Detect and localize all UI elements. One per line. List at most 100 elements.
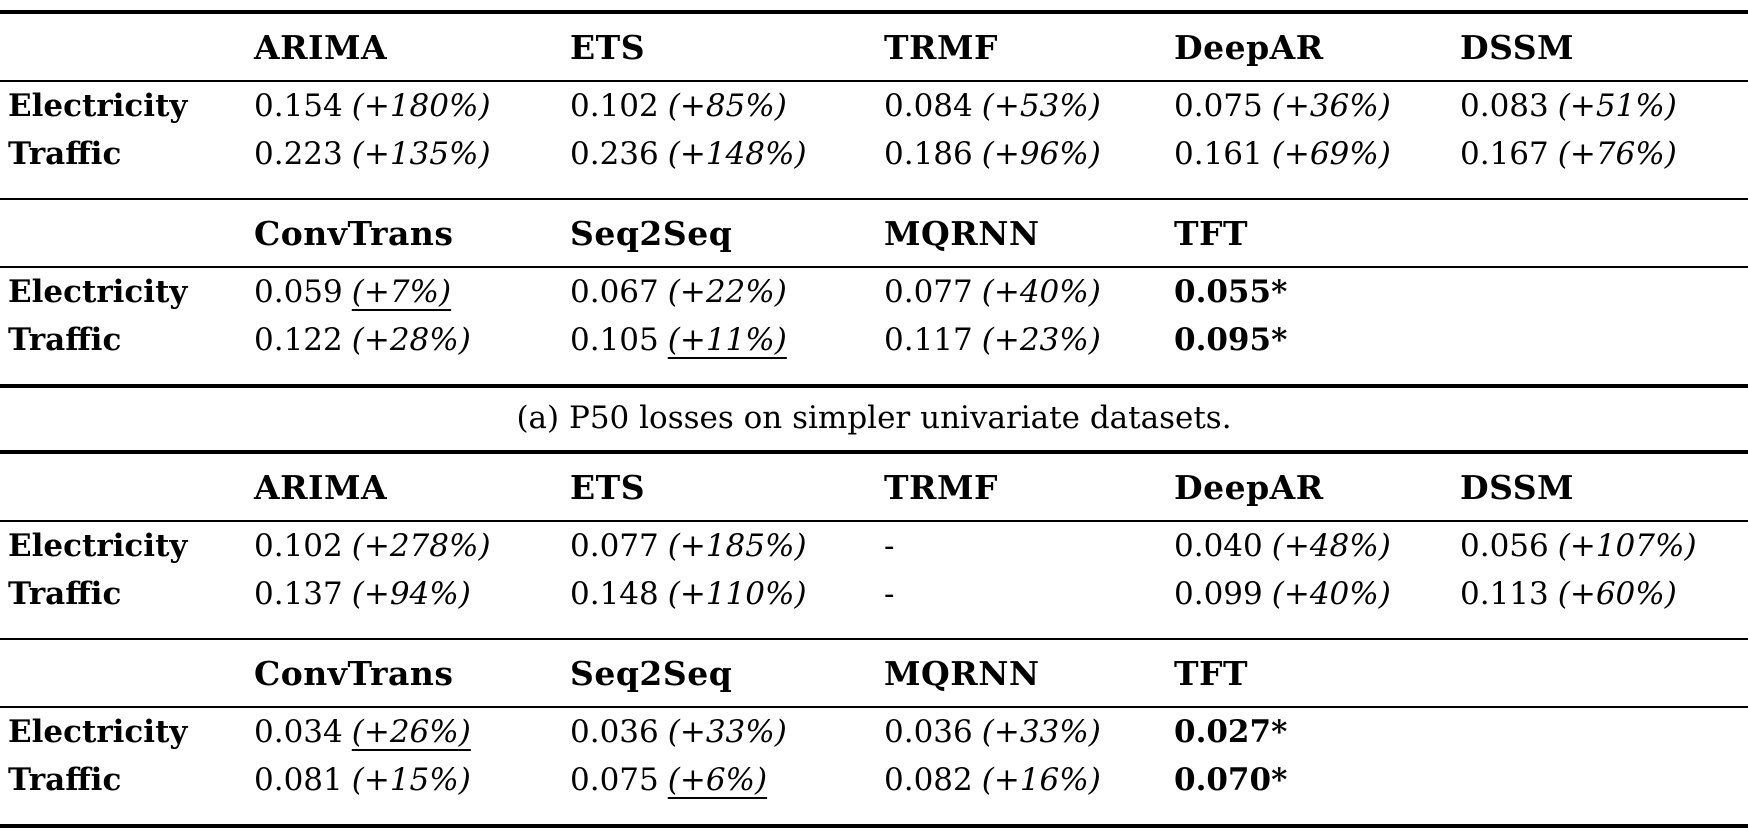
pct-increase-vs-best: (+16%) — [981, 762, 1101, 798]
p50-loss-value: 0.055* — [1174, 274, 1288, 310]
col-header-ets: ETS — [570, 12, 884, 82]
metric-cell — [1460, 316, 1748, 386]
pct-increase-vs-best: (+22%) — [667, 274, 787, 310]
metric-cell — [1460, 707, 1748, 756]
p50-loss-value: - — [884, 528, 895, 564]
col-header-arima: ARIMA — [254, 452, 570, 522]
data-row-electricity: Electricity 0.154 (+180%) 0.102 (+85%) 0.084(… — [0, 81, 1748, 130]
p50-loss-value: 0.137 — [254, 576, 343, 612]
pct-increase-vs-best: (+15%) — [351, 762, 471, 798]
p50-loss-value: 0.148 — [570, 576, 659, 612]
col-header-seq2seq: Seq2Seq — [570, 638, 884, 708]
metric-cell: 0.056 (+107%) — [1460, 521, 1748, 570]
metric-cell: 0.102 (+278%) — [254, 521, 570, 570]
p50-loss-value: 0.122 — [254, 322, 343, 358]
metric-cell — [1460, 267, 1748, 316]
col-header-empty — [0, 198, 254, 268]
metric-cell: 0.036 (+33%) — [884, 707, 1174, 756]
p50-loss-value: - — [884, 576, 895, 612]
pct-increase-vs-best: (+51%) — [1557, 88, 1677, 124]
pct-increase-vs-best: (+278%) — [351, 528, 491, 564]
col-header-deepar: DeepAR — [1174, 12, 1460, 82]
col-header-empty — [0, 638, 254, 708]
pct-increase-vs-best: (+135%) — [351, 136, 491, 172]
pct-increase-vs-best: (+85%) — [667, 88, 787, 124]
col-header-seq2seq: Seq2Seq — [570, 198, 884, 268]
p50-loss-value: 0.077 — [884, 274, 973, 310]
metric-cell: 0.067 (+22%) — [570, 267, 884, 316]
metric-cell: 0.082 (+16%) — [884, 756, 1174, 826]
dataset-row-label: Electricity — [8, 274, 188, 310]
p50-loss-value: 0.102 — [570, 88, 659, 124]
metric-cell: 0.027* — [1174, 707, 1460, 756]
pct-increase-vs-best: (+53%) — [981, 88, 1101, 124]
p50-loss-value: 0.036 — [570, 714, 659, 750]
col-header-convtrans: ConvTrans — [254, 638, 570, 708]
p50-loss-value: 0.067 — [570, 274, 659, 310]
model-header-row: ConvTrans Seq2Seq MQRNN TFT — [0, 638, 1748, 708]
pct-increase-vs-best: (+36%) — [1271, 88, 1391, 124]
pct-increase-vs-best: (+148%) — [667, 136, 807, 172]
pct-increase-vs-best: (+185%) — [667, 528, 807, 564]
pct-increase-vs-best: (+11%) — [667, 322, 787, 358]
metric-cell: 0.117 (+23%) — [884, 316, 1174, 386]
p50-loss-value: 0.059 — [254, 274, 343, 310]
data-row-electricity: Electricity 0.034 (+26%) 0.036 (+33%) 0.036 (+… — [0, 707, 1748, 756]
pct-increase-vs-best: (+26%) — [351, 714, 471, 750]
model-header-row: ConvTrans Seq2Seq MQRNN TFT — [0, 198, 1748, 268]
p50-loss-value: 0.236 — [570, 136, 659, 172]
metric-cell: 0.236 (+148%) — [570, 130, 884, 199]
metric-cell: 0.081 (+15%) — [254, 756, 570, 826]
metric-cell: 0.034 (+26%) — [254, 707, 570, 756]
p50-loss-value: 0.167 — [1460, 136, 1549, 172]
col-header-empty — [0, 12, 254, 82]
metric-cell: 0.161 (+69%) — [1174, 130, 1460, 199]
dataset-row-label: Traffic — [8, 576, 122, 612]
col-header-mqrnn: MQRNN — [884, 198, 1174, 268]
metric-cell: 0.070* — [1174, 756, 1460, 826]
metric-cell: 0.102 (+85%) — [570, 81, 884, 130]
data-row-traffic: Traffic 0.223 (+135%) 0.236 (+148%) 0.186 (+96… — [0, 130, 1748, 199]
model-header-row: ARIMA ETS TRMF DeepAR DSSM — [0, 452, 1748, 522]
pct-increase-vs-best: (+23%) — [981, 322, 1101, 358]
table-p50-second: ARIMA ETS TRMF DeepAR DSSM Electricity 0.102 (+… — [0, 450, 1748, 828]
metric-cell: 0.075 (+6%) — [570, 756, 884, 826]
col-header-dssm: DSSM — [1460, 12, 1748, 82]
col-header-empty — [1460, 638, 1748, 708]
pct-increase-vs-best: (+48%) — [1271, 528, 1391, 564]
pct-increase-vs-best: (+76%) — [1557, 136, 1677, 172]
metric-cell: 0.084 (+53%) — [884, 81, 1174, 130]
p50-loss-value: 0.113 — [1460, 576, 1549, 612]
p50-loss-value: 0.102 — [254, 528, 343, 564]
table-p50-univariate: ARIMA ETS TRMF DeepAR DSSM Electricity 0.154 (+… — [0, 10, 1748, 388]
metric-cell: 0.077 (+40%) — [884, 267, 1174, 316]
p50-loss-value: 0.161 — [1174, 136, 1263, 172]
data-row-electricity: Electricity 0.059 (+7%) 0.067 (+22%) 0.077 (+4… — [0, 267, 1748, 316]
col-header-mqrnn: MQRNN — [884, 638, 1174, 708]
data-row-traffic: Traffic 0.137 (+94%) 0.148 (+110%) -0.099 (+40… — [0, 570, 1748, 639]
dataset-row-label: Electricity — [8, 88, 188, 124]
p50-loss-value: 0.040 — [1174, 528, 1263, 564]
pct-increase-vs-best: (+69%) — [1271, 136, 1391, 172]
col-header-trmf: TRMF — [884, 452, 1174, 522]
p50-loss-value: 0.099 — [1174, 576, 1263, 612]
col-header-tft: TFT — [1174, 198, 1460, 268]
metric-cell: 0.055* — [1174, 267, 1460, 316]
metric-cell: 0.137 (+94%) — [254, 570, 570, 639]
p50-loss-value: 0.095* — [1174, 322, 1288, 358]
metric-cell: 0.040 (+48%) — [1174, 521, 1460, 570]
pct-increase-vs-best: (+60%) — [1557, 576, 1677, 612]
p50-loss-value: 0.034 — [254, 714, 343, 750]
pct-increase-vs-best: (+107%) — [1557, 528, 1697, 564]
pct-increase-vs-best: (+180%) — [351, 88, 491, 124]
p50-loss-value: 0.105 — [570, 322, 659, 358]
p50-loss-value: 0.075 — [570, 762, 659, 798]
col-header-empty — [1460, 198, 1748, 268]
metric-cell: 0.122 (+28%) — [254, 316, 570, 386]
metric-cell: 0.148 (+110%) — [570, 570, 884, 639]
data-row-traffic: Traffic 0.081 (+15%) 0.075 (+6%) 0.082 (+16%) 0… — [0, 756, 1748, 826]
metric-cell: 0.167 (+76%) — [1460, 130, 1748, 199]
p50-loss-value: 0.223 — [254, 136, 343, 172]
metric-cell: 0.186 (+96%) — [884, 130, 1174, 199]
